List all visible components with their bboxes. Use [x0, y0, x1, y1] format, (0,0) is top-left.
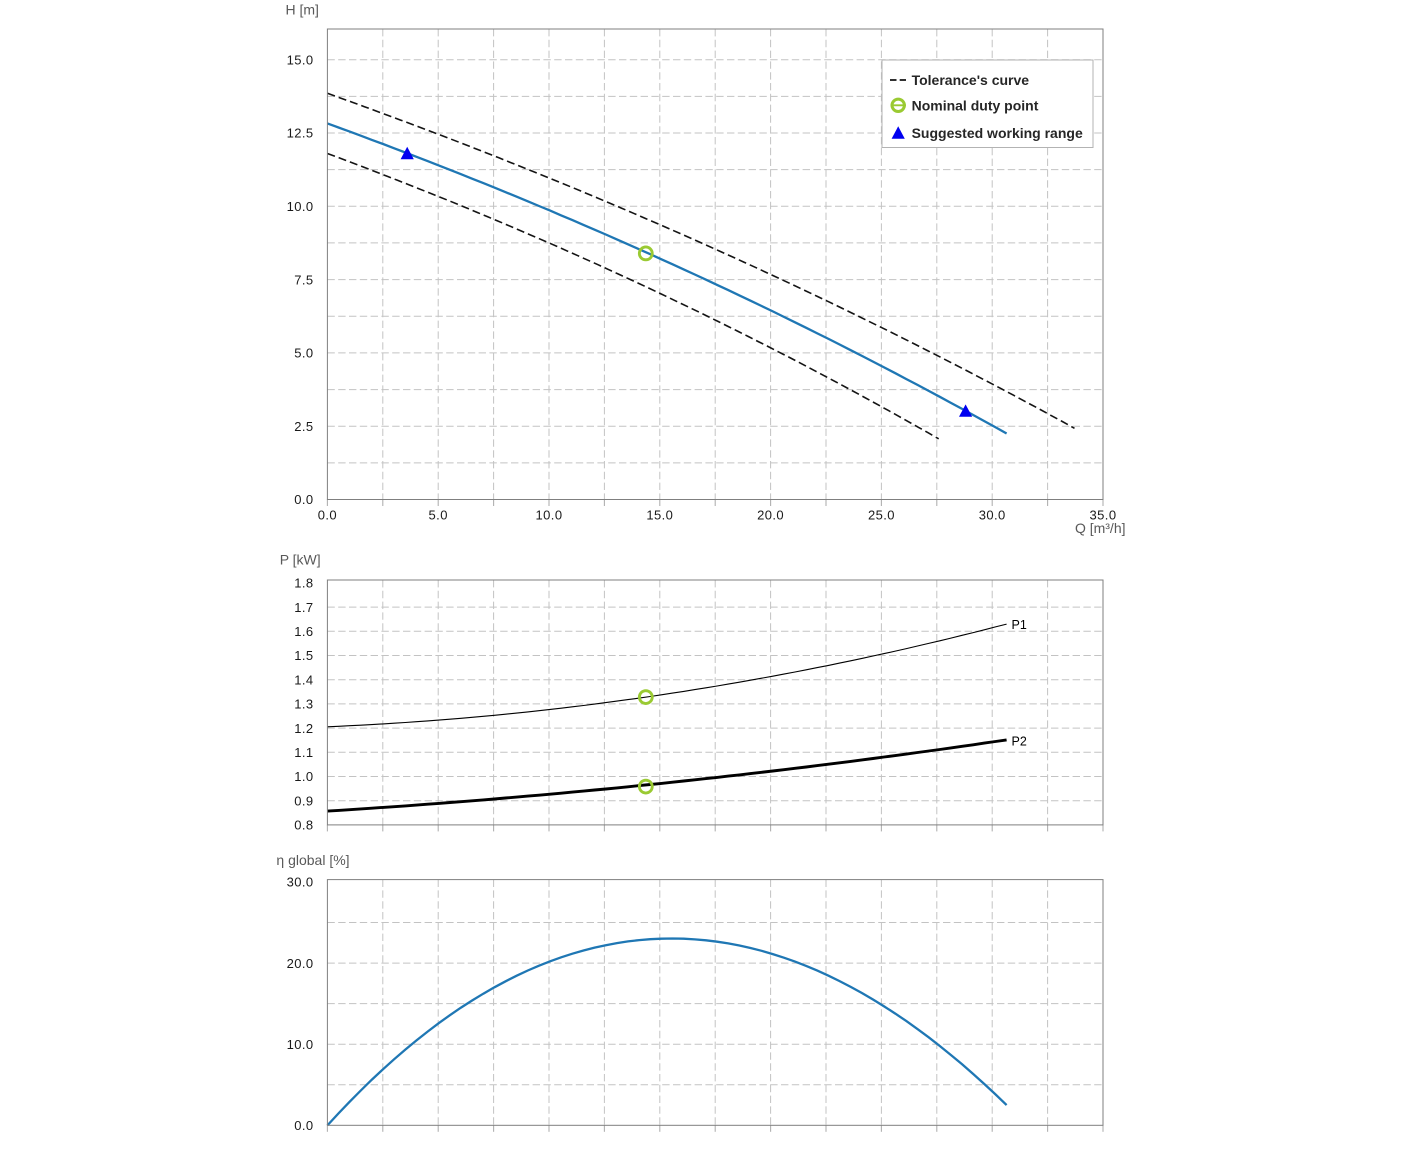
svg-text:1.3: 1.3: [294, 697, 313, 712]
svg-text:25.0: 25.0: [868, 508, 895, 523]
svg-text:1.2: 1.2: [294, 721, 313, 736]
svg-text:H [m]: H [m]: [286, 2, 319, 18]
svg-text:20.0: 20.0: [287, 956, 314, 971]
svg-text:20.0: 20.0: [757, 508, 784, 523]
svg-text:0.0: 0.0: [318, 508, 337, 523]
svg-text:1.0: 1.0: [294, 769, 313, 784]
svg-text:1.7: 1.7: [294, 600, 313, 615]
svg-text:5.0: 5.0: [294, 346, 313, 361]
svg-text:η global [%]: η global [%]: [276, 852, 349, 868]
svg-text:1.6: 1.6: [294, 624, 313, 639]
svg-text:7.5: 7.5: [294, 272, 313, 287]
svg-text:0.8: 0.8: [294, 818, 313, 833]
svg-text:12.5: 12.5: [287, 126, 314, 141]
svg-text:1.5: 1.5: [294, 648, 313, 663]
svg-text:1.1: 1.1: [294, 745, 313, 760]
svg-text:P2: P2: [1012, 734, 1027, 748]
svg-text:35.0: 35.0: [1090, 508, 1117, 523]
svg-text:10.0: 10.0: [287, 1037, 314, 1052]
svg-text:P [kW]: P [kW]: [280, 552, 321, 568]
svg-text:Q [m³/h]: Q [m³/h]: [1075, 520, 1126, 536]
svg-text:Nominal duty point: Nominal duty point: [912, 98, 1039, 114]
svg-text:10.0: 10.0: [536, 508, 563, 523]
svg-text:P1: P1: [1012, 618, 1027, 632]
svg-text:15.0: 15.0: [646, 508, 673, 523]
svg-text:1.8: 1.8: [294, 576, 313, 591]
svg-text:30.0: 30.0: [979, 508, 1006, 523]
svg-text:1.4: 1.4: [294, 672, 313, 687]
svg-text:10.0: 10.0: [287, 199, 314, 214]
svg-text:30.0: 30.0: [287, 875, 314, 890]
svg-text:0.0: 0.0: [294, 492, 313, 507]
svg-text:5.0: 5.0: [429, 508, 448, 523]
svg-text:0.0: 0.0: [294, 1118, 313, 1133]
svg-text:2.5: 2.5: [294, 419, 313, 434]
svg-text:Suggested working range: Suggested working range: [912, 125, 1083, 141]
svg-text:15.0: 15.0: [287, 52, 314, 67]
svg-text:0.9: 0.9: [294, 793, 313, 808]
svg-text:Tolerance's curve: Tolerance's curve: [912, 72, 1030, 88]
